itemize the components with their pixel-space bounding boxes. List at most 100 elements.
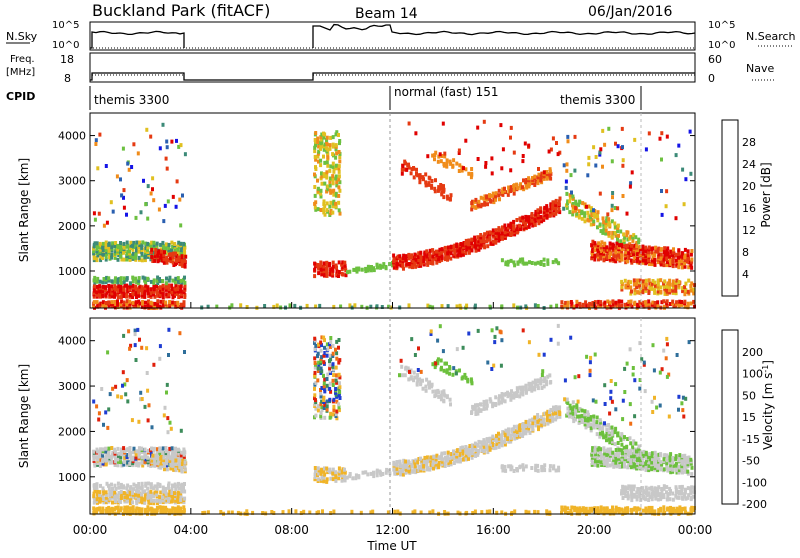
heatmap-cell bbox=[633, 256, 637, 261]
heatmap-cell bbox=[642, 463, 646, 468]
heatmap-cell bbox=[623, 366, 627, 371]
heatmap-cell bbox=[98, 284, 102, 289]
heatmap-cell bbox=[263, 304, 267, 308]
heatmap-cell bbox=[660, 157, 663, 162]
heatmap-cell bbox=[648, 281, 652, 286]
heatmap-cell bbox=[144, 241, 148, 246]
heatmap-cell bbox=[687, 455, 691, 460]
heatmap-cell bbox=[615, 456, 619, 461]
heatmap-cell bbox=[633, 291, 637, 296]
heatmap-cell bbox=[165, 456, 169, 461]
heatmap-cell bbox=[644, 497, 648, 502]
heatmap-cell bbox=[545, 170, 549, 174]
heatmap-cell bbox=[170, 286, 174, 291]
heatmap-cell bbox=[492, 363, 496, 368]
heatmap-cell bbox=[651, 246, 655, 251]
heatmap-cell bbox=[119, 278, 123, 283]
heatmap-cell bbox=[449, 460, 453, 465]
heatmap-cell bbox=[372, 266, 376, 271]
heatmap-cell bbox=[320, 343, 323, 348]
heatmap-cell bbox=[630, 484, 633, 489]
heatmap-cell bbox=[586, 412, 590, 417]
heatmap-cell bbox=[534, 466, 538, 471]
heatmap-cell bbox=[116, 292, 120, 297]
heatmap-cell bbox=[593, 463, 597, 467]
heatmap-cell bbox=[96, 506, 100, 511]
heatmap-cell bbox=[540, 423, 544, 427]
heatmap-cell bbox=[599, 459, 603, 464]
heatmap-cell bbox=[183, 489, 187, 494]
heatmap-cell bbox=[659, 491, 663, 496]
heatmap-cell bbox=[156, 291, 160, 296]
heatmap-cell bbox=[611, 505, 614, 510]
heatmap-cell bbox=[644, 302, 648, 307]
heatmap-cell bbox=[601, 430, 604, 435]
heatmap-cell bbox=[659, 452, 663, 457]
heatmap-cell bbox=[135, 280, 139, 285]
heatmap-cell bbox=[174, 508, 178, 513]
heatmap-cell bbox=[159, 299, 163, 304]
heatmap-cell bbox=[119, 177, 122, 182]
heatmap-cell bbox=[425, 249, 429, 254]
heatmap-cell bbox=[602, 506, 606, 511]
heatmap-cell bbox=[119, 449, 123, 454]
heatmap-cell bbox=[571, 207, 575, 212]
heatmap-cell bbox=[614, 245, 618, 250]
heatmap-cell bbox=[440, 154, 444, 158]
heatmap-cell bbox=[452, 253, 456, 258]
heatmap-cell bbox=[130, 418, 134, 423]
heatmap-cell bbox=[593, 456, 597, 461]
heatmap-cell bbox=[458, 163, 462, 168]
heatmap-cell bbox=[128, 284, 132, 289]
heatmap-cell bbox=[424, 183, 428, 188]
heatmap-cell bbox=[516, 424, 520, 429]
heatmap-cell bbox=[406, 368, 410, 373]
heatmap-cell bbox=[642, 300, 646, 305]
heatmap-cell bbox=[614, 462, 618, 467]
heatmap-cell bbox=[638, 259, 642, 264]
heatmap-cell bbox=[156, 461, 160, 466]
heatmap-cell bbox=[95, 247, 99, 251]
ytick-label: 3000 bbox=[58, 380, 86, 393]
heatmap-cell bbox=[677, 468, 681, 473]
heatmap-cell bbox=[560, 300, 564, 305]
heatmap-cell bbox=[102, 223, 106, 228]
heatmap-cell bbox=[624, 243, 628, 248]
heatmap-cell bbox=[157, 207, 161, 212]
heatmap-cell bbox=[314, 200, 318, 205]
heatmap-cell bbox=[603, 247, 606, 252]
heatmap-cell bbox=[516, 389, 519, 394]
heatmap-cell bbox=[143, 451, 147, 456]
heatmap-cell bbox=[594, 452, 598, 457]
heatmap-cell bbox=[322, 475, 326, 480]
heatmap-cell bbox=[140, 248, 144, 252]
heatmap-cell bbox=[137, 255, 141, 260]
heatmap-cell bbox=[171, 496, 175, 501]
heatmap-cell bbox=[401, 464, 405, 469]
heatmap-cell bbox=[621, 451, 624, 456]
heatmap-cell bbox=[161, 485, 165, 490]
heatmap-cell bbox=[671, 497, 675, 502]
heatmap-cell bbox=[506, 437, 510, 441]
heatmap-cell bbox=[612, 464, 616, 469]
heatmap-cell bbox=[677, 470, 681, 475]
heatmap-cell bbox=[177, 255, 181, 260]
heatmap-cell bbox=[650, 505, 654, 510]
heatmap-cell bbox=[128, 301, 132, 306]
heatmap-cell bbox=[115, 174, 119, 179]
heatmap-cell bbox=[482, 449, 486, 454]
heatmap-cell bbox=[400, 364, 404, 369]
heatmap-cell bbox=[448, 371, 451, 376]
heatmap-cell bbox=[625, 361, 629, 366]
heatmap-cell bbox=[325, 142, 329, 147]
heatmap-cell bbox=[107, 505, 111, 510]
heatmap-cell bbox=[410, 337, 414, 342]
heatmap-cell bbox=[591, 249, 595, 253]
heatmap-cell bbox=[317, 360, 321, 365]
heatmap-cell bbox=[667, 372, 671, 377]
nsky-panel: N.Sky 10^5 10^0 10^5 10^0 N.Search bbox=[6, 20, 796, 51]
heatmap-cell bbox=[405, 167, 409, 172]
heatmap-cell bbox=[122, 276, 126, 281]
heatmap-cell bbox=[134, 483, 138, 488]
heatmap-cell bbox=[151, 453, 155, 458]
